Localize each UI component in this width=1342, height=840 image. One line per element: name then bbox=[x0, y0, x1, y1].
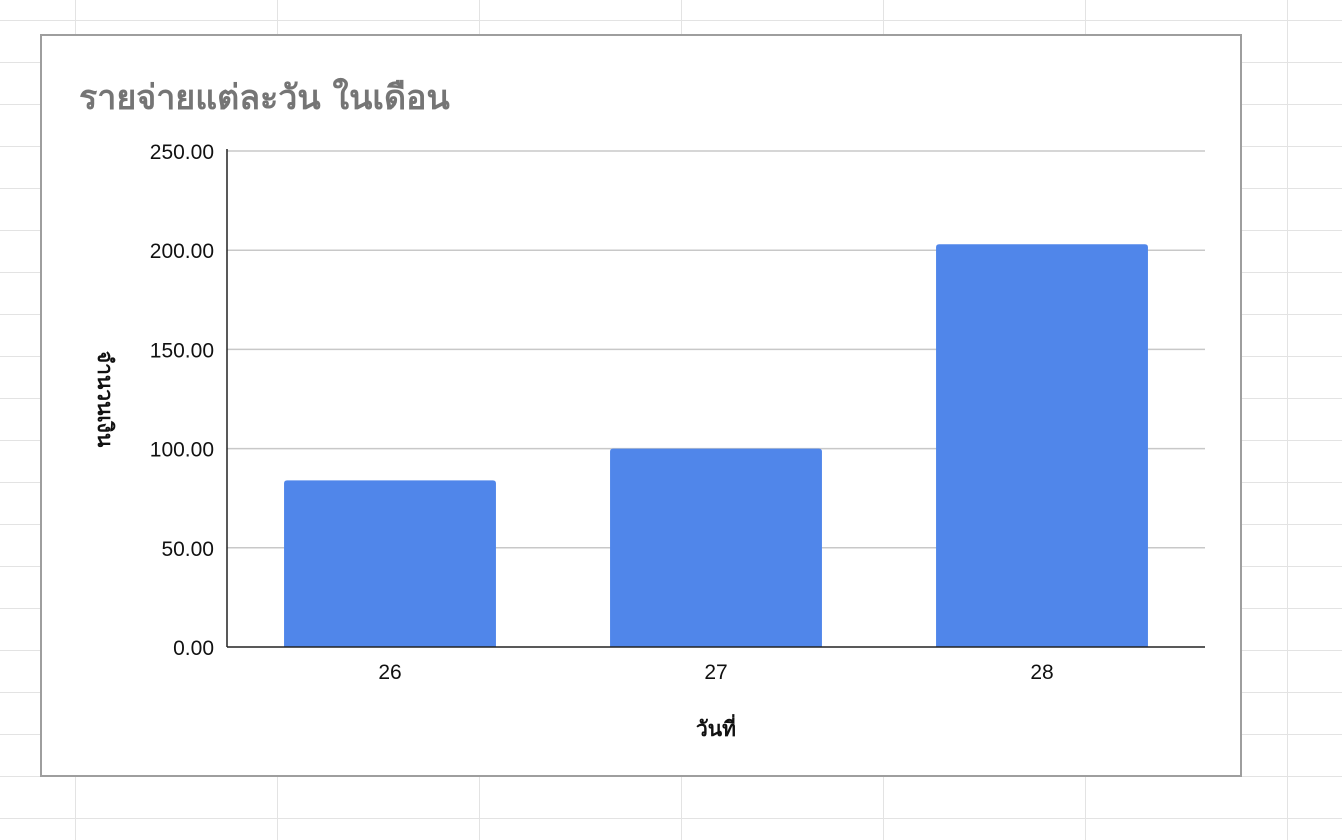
y-tick-label: 0.00 bbox=[173, 637, 214, 660]
y-tick-label: 250.00 bbox=[150, 141, 214, 164]
x-tick-label: 27 bbox=[704, 661, 727, 684]
chart-container[interactable]: รายจ่ายแต่ละวัน ในเดือน 0.00 50.00 100.00 1… bbox=[40, 34, 1242, 777]
y-tick-label: 50.00 bbox=[161, 538, 214, 561]
bar[interactable] bbox=[284, 480, 496, 647]
bar[interactable] bbox=[936, 244, 1148, 648]
y-axis-title: จำนวนเงิน bbox=[93, 351, 117, 448]
x-tick-label: 28 bbox=[1030, 661, 1053, 684]
y-tick-label: 100.00 bbox=[150, 439, 214, 462]
bar[interactable] bbox=[610, 448, 822, 647]
y-tick-label: 200.00 bbox=[150, 240, 214, 263]
y-tick-label: 150.00 bbox=[150, 339, 214, 362]
x-axis-title: วันที่ bbox=[696, 713, 736, 741]
chart-plot: 0.00 50.00 100.00 150.00 200.00 250.00 26 27 28 ว… bbox=[93, 141, 1205, 741]
chart-title: รายจ่ายแต่ละวัน ในเดือน bbox=[79, 78, 450, 118]
x-tick-label: 26 bbox=[378, 661, 401, 684]
